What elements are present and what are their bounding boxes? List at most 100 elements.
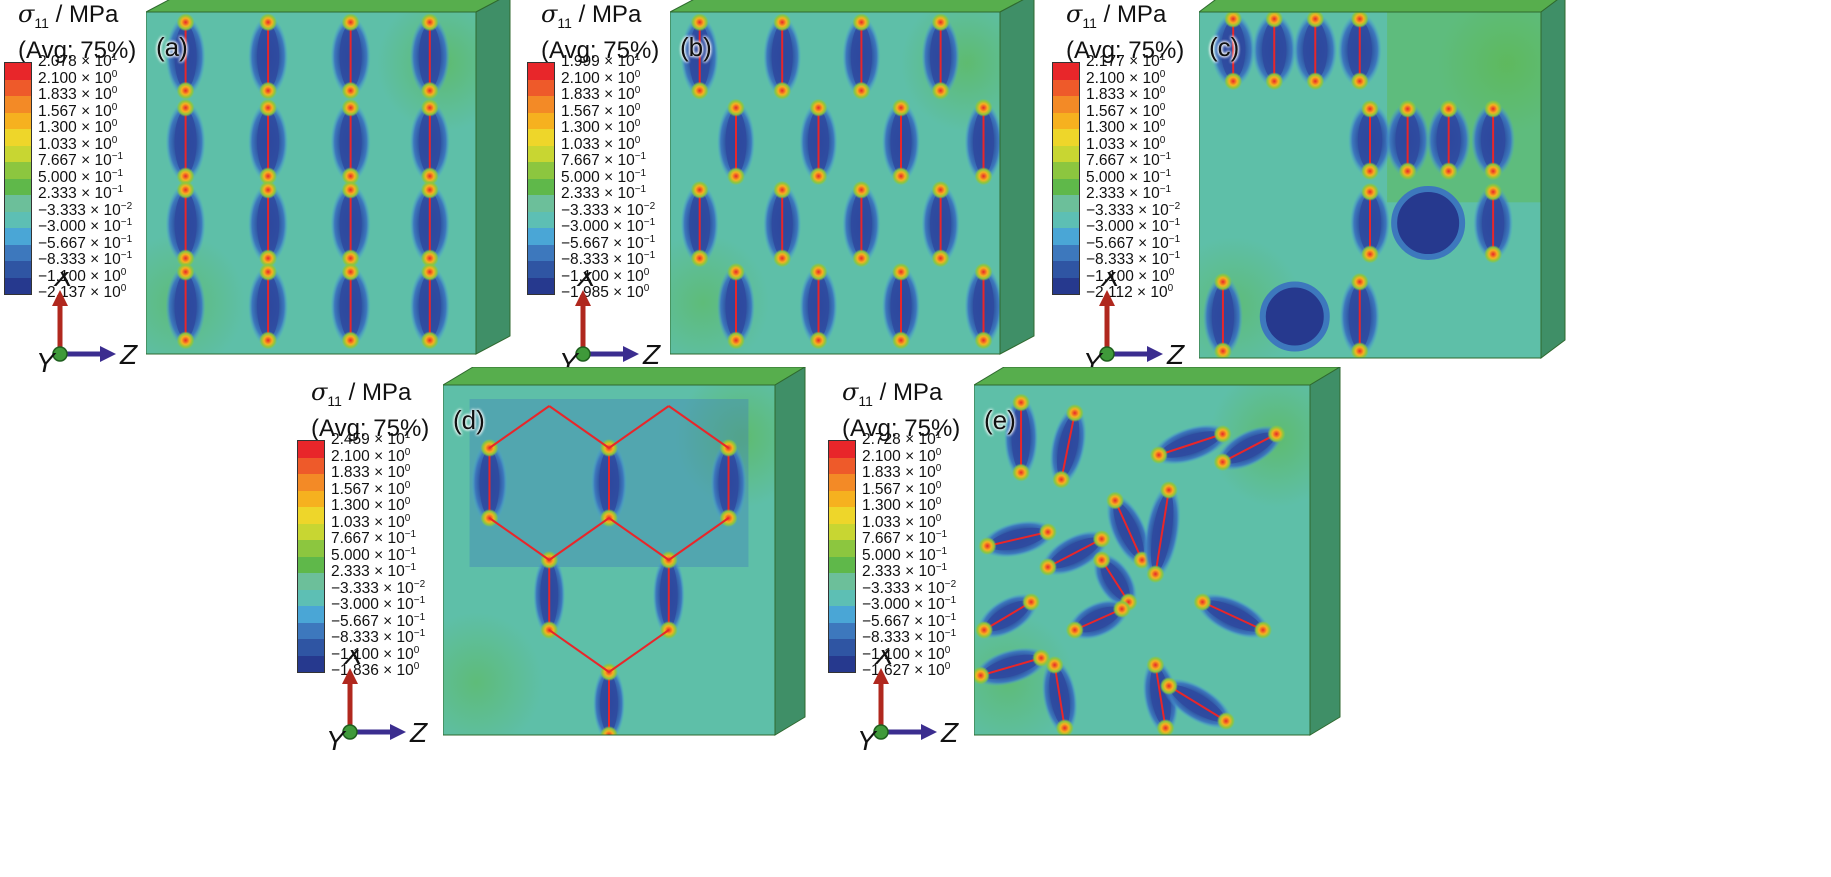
crack-line xyxy=(608,517,670,561)
crack-stress-zone xyxy=(248,180,289,268)
block-side-face xyxy=(475,0,511,355)
color-band xyxy=(528,162,554,179)
crack-stress-zone xyxy=(1426,99,1471,181)
crack-stress-zone xyxy=(248,262,289,350)
legend-value: 2.177 × 101 xyxy=(1086,51,1166,70)
stress-symbol: σ xyxy=(1066,0,1083,28)
color-band xyxy=(5,79,31,96)
color-band xyxy=(1053,112,1079,129)
legend-value: 1.833 × 100 xyxy=(38,84,118,103)
color-band xyxy=(5,112,31,129)
axis-label-y: Y xyxy=(857,725,878,750)
crack-stress-zone xyxy=(471,439,508,527)
crack-stress-zone xyxy=(1211,12,1256,91)
stress-unit: / MPa xyxy=(571,1,642,28)
axis-label-z: Z xyxy=(940,717,959,748)
legend-value: 1.567 × 100 xyxy=(331,479,411,498)
crack-stress-zone xyxy=(978,520,1057,558)
color-band xyxy=(829,457,855,474)
legend-value: −3.333 × 10−2 xyxy=(561,200,656,219)
legend-title: σ11 / MPa (Avg: 75%) xyxy=(18,0,136,65)
crack-stress-zone xyxy=(1143,481,1181,583)
color-band xyxy=(5,244,31,261)
legend-value: −1.627 × 100 xyxy=(862,660,951,679)
crack-stress-zone xyxy=(975,593,1041,639)
color-band xyxy=(298,589,324,606)
axis-label-x: X xyxy=(343,650,364,670)
legend-value: 2.333 × 10−1 xyxy=(331,561,417,580)
color-band xyxy=(1053,129,1079,146)
block-side-face xyxy=(774,367,806,736)
color-band xyxy=(829,474,855,491)
legend-value: 1.567 × 100 xyxy=(561,101,641,120)
crack-stress-zone xyxy=(248,13,289,100)
legend-value: −3.000 × 10−1 xyxy=(1086,216,1181,235)
axis-label-x: X xyxy=(53,272,74,292)
legend-value: 7.667 × 10−1 xyxy=(1086,150,1172,169)
legend-value: −8.333 × 10−1 xyxy=(331,627,426,646)
crack-stress-zone xyxy=(763,180,802,268)
panel-label: (b) xyxy=(680,32,712,62)
color-band xyxy=(1053,178,1079,195)
axis-label-z: Z xyxy=(409,717,428,748)
averaging-label: (Avg: 75%) xyxy=(842,414,961,442)
color-band xyxy=(1053,145,1079,162)
legend-value: 1.833 × 100 xyxy=(561,84,641,103)
crack-line xyxy=(608,405,670,449)
contour-color-bar xyxy=(297,440,325,673)
legend-value: 7.667 × 10−1 xyxy=(862,528,948,547)
color-band xyxy=(528,145,554,162)
block-top-face xyxy=(670,0,1024,13)
block-top-face xyxy=(443,367,806,386)
coordinate-triad: X Z Y xyxy=(559,272,661,372)
crack-stress-zone xyxy=(799,262,838,350)
color-band xyxy=(1053,244,1079,261)
legend-value: 1.300 × 100 xyxy=(561,117,641,136)
legend-value: 2.459 × 101 xyxy=(331,429,411,448)
crack-line xyxy=(548,405,610,449)
color-band xyxy=(5,277,31,294)
crack-stress-zone xyxy=(1348,99,1392,181)
legend-value: −8.333 × 10−1 xyxy=(561,249,656,268)
color-band xyxy=(298,523,324,540)
legend-value: 1.567 × 100 xyxy=(1086,101,1166,120)
panel-label: (a) xyxy=(156,32,188,62)
color-band xyxy=(298,441,324,458)
legend-value: −3.000 × 10−1 xyxy=(862,594,957,613)
crack-line xyxy=(488,405,550,449)
color-band xyxy=(528,244,554,261)
legend-value: 2.078 × 101 xyxy=(38,51,118,70)
color-band xyxy=(298,622,324,639)
color-band xyxy=(528,211,554,228)
axis-label-z: Z xyxy=(1166,339,1185,370)
legend-value: 5.000 × 10−1 xyxy=(331,545,417,564)
contour-block xyxy=(1199,0,1566,359)
legend-value: 2.100 × 100 xyxy=(38,68,118,87)
crack-stress-zone xyxy=(1202,272,1243,358)
block-side-face xyxy=(999,0,1035,355)
color-band xyxy=(298,540,324,557)
legend-values: 2.728 × 101 2.100 × 100 1.833 × 100 1.567 ×… xyxy=(862,430,957,680)
stress-symbol: σ xyxy=(18,0,35,28)
legend-value: 5.000 × 10−1 xyxy=(561,167,647,186)
crack-stress-zone xyxy=(1337,12,1382,91)
crack-stress-zone xyxy=(1004,393,1039,482)
crack-stress-zone xyxy=(652,551,685,639)
axis-label-y: Y xyxy=(36,347,57,372)
legend-value: −3.333 × 10−2 xyxy=(862,578,957,597)
legend-value: 2.100 × 100 xyxy=(331,446,411,465)
crack-stress-zone xyxy=(1092,551,1138,611)
crack-stress-zone xyxy=(409,13,450,100)
crack-stress-zone xyxy=(921,13,960,100)
color-band xyxy=(298,556,324,573)
crack-stress-zone xyxy=(717,98,755,186)
crack-stress-zone xyxy=(1041,656,1078,735)
color-band xyxy=(5,261,31,278)
color-band xyxy=(528,112,554,129)
stress-subscript: 11 xyxy=(1082,14,1097,31)
legend-title: σ11 / MPa (Avg: 75%) xyxy=(541,0,659,65)
legend-value: −5.667 × 10−1 xyxy=(561,233,656,252)
crack-stress-zone xyxy=(330,180,371,268)
color-band xyxy=(1053,261,1079,278)
block-front-face xyxy=(670,12,1000,354)
